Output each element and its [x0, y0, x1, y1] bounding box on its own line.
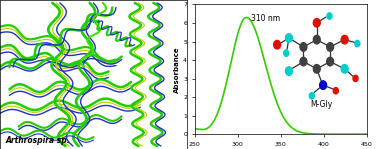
Circle shape — [320, 81, 327, 89]
Circle shape — [285, 34, 292, 42]
Circle shape — [327, 43, 333, 51]
Text: M-Gly: M-Gly — [310, 100, 332, 109]
Circle shape — [341, 35, 348, 44]
Circle shape — [309, 93, 314, 99]
Circle shape — [333, 88, 338, 94]
Circle shape — [355, 40, 360, 47]
Circle shape — [313, 65, 320, 73]
Circle shape — [313, 18, 320, 27]
Circle shape — [327, 13, 332, 19]
Text: 310 nm: 310 nm — [251, 14, 280, 22]
Circle shape — [353, 75, 358, 82]
Circle shape — [327, 57, 333, 66]
Circle shape — [300, 57, 307, 66]
Circle shape — [313, 35, 320, 44]
Circle shape — [284, 50, 289, 56]
Circle shape — [300, 43, 307, 51]
Y-axis label: Absorbance: Absorbance — [174, 46, 180, 93]
Text: Arthrospira sp.: Arthrospira sp. — [6, 136, 70, 145]
Circle shape — [285, 67, 292, 75]
Circle shape — [274, 40, 280, 49]
Circle shape — [341, 65, 348, 73]
